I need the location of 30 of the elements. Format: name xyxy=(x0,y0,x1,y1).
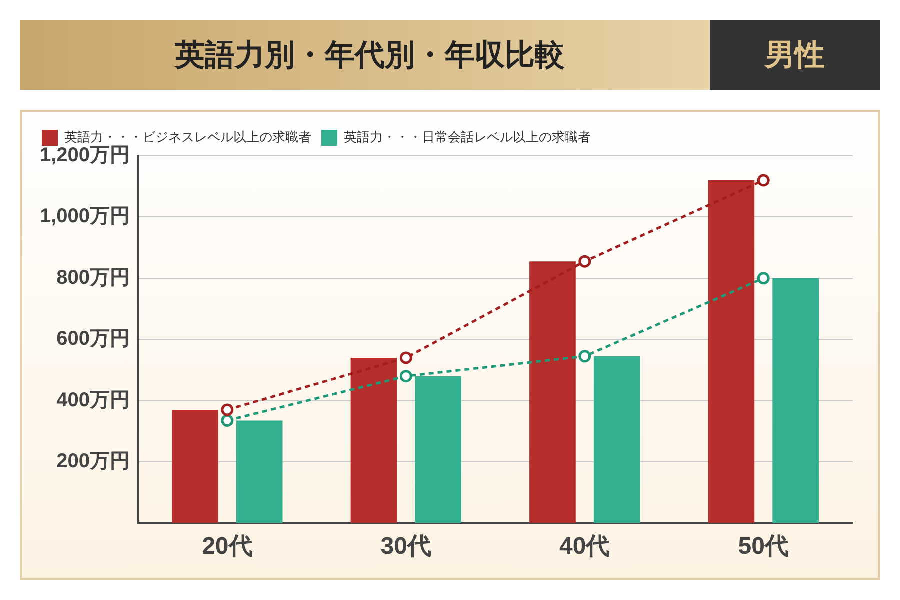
point xyxy=(578,350,592,363)
point xyxy=(757,174,770,187)
bar xyxy=(172,410,218,524)
bar xyxy=(530,262,576,524)
point xyxy=(757,272,770,285)
y-tick-label: 200万円 xyxy=(56,450,130,473)
point xyxy=(400,352,412,364)
legend-label: 英語力・・・ビジネスレベル以上の求職者 xyxy=(64,130,312,146)
chart-title: 英語力別・年代別・年収比較 xyxy=(20,20,720,90)
x-tick-label: 40代 xyxy=(560,533,610,560)
bar xyxy=(415,376,462,524)
point xyxy=(400,370,412,383)
y-tick-label: 1,000万円 xyxy=(40,206,130,228)
x-tick-label: 30代 xyxy=(380,533,432,560)
bar xyxy=(350,358,398,524)
bar xyxy=(236,420,283,524)
chart-subtitle: 男性 xyxy=(710,20,880,90)
point xyxy=(221,404,234,416)
bar xyxy=(708,180,755,524)
y-tick-label: 800万円 xyxy=(56,266,130,289)
y-tick-label: 400万円 xyxy=(56,389,130,412)
bar xyxy=(594,356,640,524)
point xyxy=(578,255,592,268)
bar xyxy=(772,278,819,524)
x-tick-label: 50代 xyxy=(738,533,789,560)
y-tick-label: 600万円 xyxy=(56,328,130,350)
x-tick-label: 20代 xyxy=(202,533,253,560)
legend-label: 英語力・・・日常会話レベル以上の求職者 xyxy=(344,130,591,146)
point xyxy=(221,414,234,427)
y-tick-label: 1,200万円 xyxy=(40,144,130,167)
